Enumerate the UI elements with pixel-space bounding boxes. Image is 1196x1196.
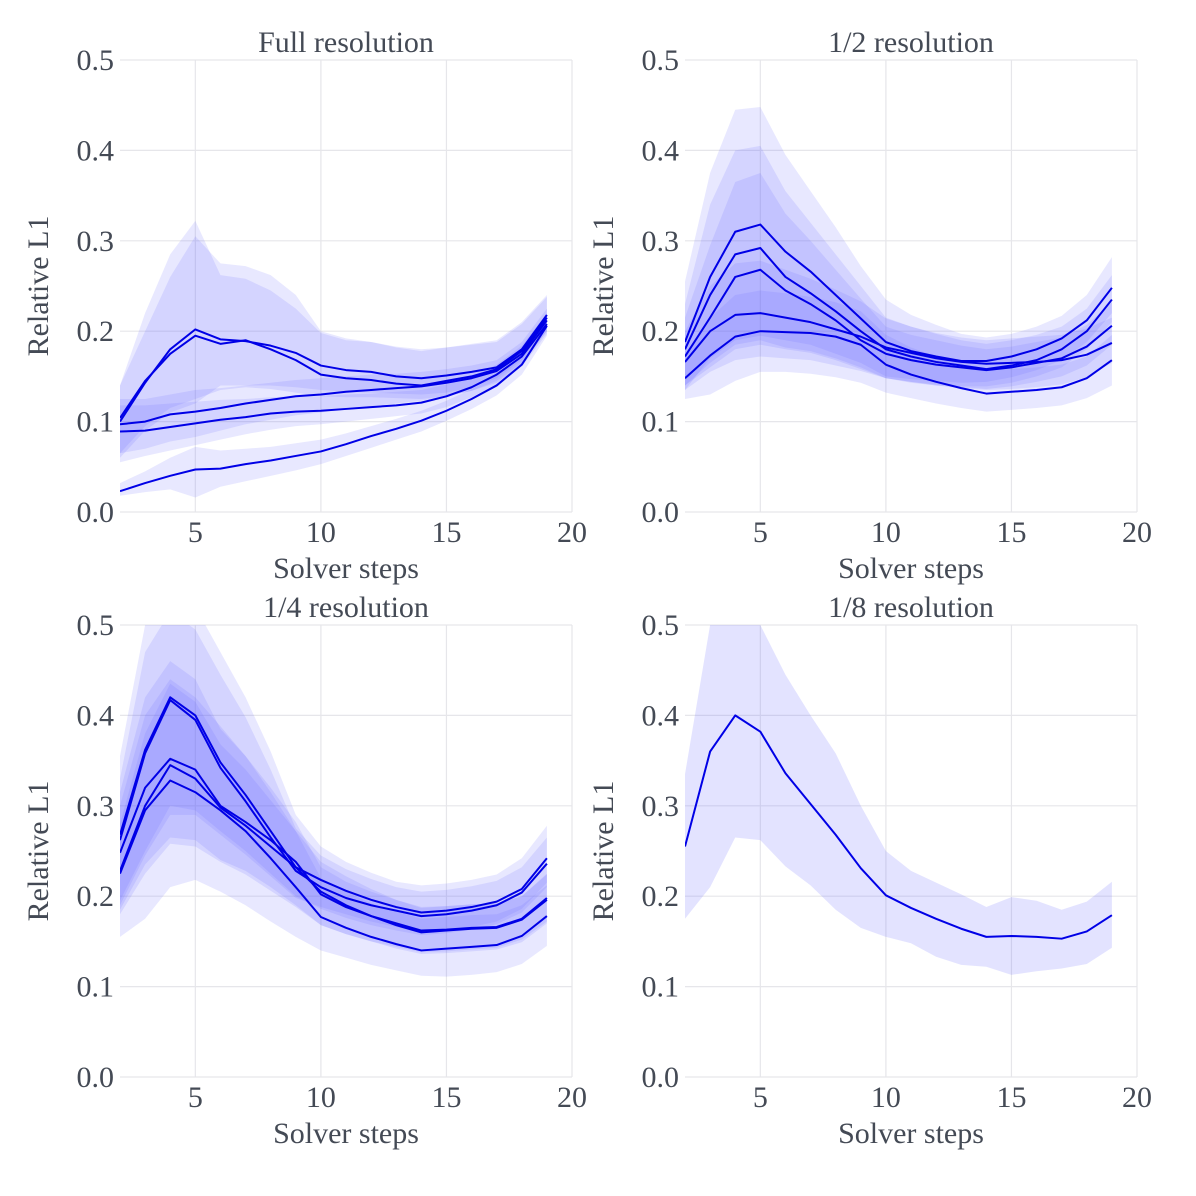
confidence-band — [120, 679, 547, 977]
series-line — [120, 779, 548, 952]
confidence-band — [685, 625, 1112, 975]
series-line — [685, 247, 1113, 371]
subplot-title: Full resolution — [258, 26, 434, 59]
tick-labels: 5 10 15 20 0.0 0.1 0.2 0.3 0.4 0.5 — [642, 44, 1153, 549]
y-tick-label: 0.2 — [642, 880, 680, 913]
confidence-band — [685, 173, 1112, 390]
series-line — [120, 696, 548, 914]
series-line — [685, 223, 1113, 363]
x-axis-label: Solver steps — [273, 552, 419, 585]
y-tick-label: 0.5 — [642, 44, 680, 77]
y-tick-label: 0.1 — [77, 406, 115, 439]
grid — [120, 59, 573, 513]
y-tick-label: 0.3 — [77, 225, 115, 258]
series-line — [120, 323, 548, 433]
series-line — [685, 312, 1113, 365]
series-line — [685, 330, 1113, 395]
plot-area — [120, 625, 548, 977]
confidence-band — [120, 313, 547, 463]
y-tick-label: 0.1 — [642, 406, 680, 439]
x-tick-label: 20 — [1122, 1081, 1152, 1114]
confidence-band — [120, 220, 547, 458]
x-tick-label: 15 — [996, 1081, 1026, 1114]
series-line — [120, 699, 548, 918]
y-tick-label: 0.3 — [642, 225, 680, 258]
grid — [120, 624, 573, 1078]
y-axis-label: Relative L1 — [587, 781, 620, 922]
x-tick-label: 10 — [306, 1081, 336, 1114]
x-tick-label: 5 — [753, 1081, 768, 1114]
x-tick-label: 20 — [557, 1081, 587, 1114]
confidence-band — [685, 145, 1112, 387]
x-tick-label: 15 — [431, 516, 461, 549]
x-tick-label: 5 — [188, 516, 203, 549]
y-tick-label: 0.0 — [642, 1061, 680, 1094]
series-line — [120, 764, 548, 934]
plot-area — [685, 107, 1113, 412]
x-tick-label: 10 — [871, 1081, 901, 1114]
subplot-full-resolution: 5 10 15 20 0.0 0.1 0.2 0.3 0.4 0.5 Full resolution… — [22, 26, 587, 585]
confidence-band — [120, 315, 547, 498]
series-line — [120, 325, 548, 493]
x-tick-label: 5 — [753, 516, 768, 549]
y-tick-label: 0.5 — [77, 609, 115, 642]
y-tick-label: 0.2 — [77, 315, 115, 348]
y-axis-label: Relative L1 — [22, 216, 55, 357]
y-tick-label: 0.4 — [77, 134, 115, 167]
y-tick-label: 0.0 — [77, 1061, 115, 1094]
tick-labels: 5 10 15 20 0.0 0.1 0.2 0.3 0.4 0.5 — [642, 609, 1153, 1114]
y-tick-label: 0.3 — [77, 790, 115, 823]
confidence-band — [120, 625, 547, 933]
confidence-band — [120, 683, 547, 955]
y-tick-label: 0.0 — [77, 496, 115, 529]
series-line — [685, 714, 1113, 940]
confidence-band — [120, 236, 547, 454]
x-axis-label: Solver steps — [838, 1117, 984, 1150]
y-tick-label: 0.4 — [642, 699, 680, 732]
grid — [685, 59, 1138, 513]
y-tick-label: 0.2 — [77, 880, 115, 913]
subplot-half-resolution: 5 10 15 20 0.0 0.1 0.2 0.3 0.4 0.5 1/2 resolution S… — [587, 26, 1152, 585]
series-line — [120, 317, 548, 419]
confidence-band — [120, 308, 547, 454]
subplot-title: 1/2 resolution — [828, 26, 994, 59]
y-tick-label: 0.5 — [77, 44, 115, 77]
y-axis-label: Relative L1 — [22, 781, 55, 922]
plot-area — [120, 220, 548, 498]
confidence-band — [120, 625, 547, 936]
subplot-title: 1/8 resolution — [828, 591, 994, 624]
x-tick-label: 5 — [188, 1081, 203, 1114]
tick-labels: 5 10 15 20 0.0 0.1 0.2 0.3 0.4 0.5 — [77, 44, 588, 549]
tick-labels: 5 10 15 20 0.0 0.1 0.2 0.3 0.4 0.5 — [77, 609, 588, 1114]
series-line — [120, 319, 548, 426]
y-tick-label: 0.1 — [642, 971, 680, 1004]
y-axis-label: Relative L1 — [587, 216, 620, 357]
x-tick-label: 15 — [996, 516, 1026, 549]
y-tick-label: 0.3 — [642, 790, 680, 823]
x-tick-label: 15 — [431, 1081, 461, 1114]
subplot-title: 1/4 resolution — [263, 591, 429, 624]
grid — [685, 624, 1138, 1078]
x-tick-label: 20 — [557, 516, 587, 549]
y-tick-label: 0.4 — [642, 134, 680, 167]
y-tick-label: 0.4 — [77, 699, 115, 732]
series-line — [120, 314, 548, 423]
y-tick-label: 0.2 — [642, 315, 680, 348]
plot-area — [685, 625, 1113, 975]
x-axis-label: Solver steps — [273, 1117, 419, 1150]
y-tick-label: 0.1 — [77, 971, 115, 1004]
subplot-quarter-resolution: 5 10 15 20 0.0 0.1 0.2 0.3 0.4 0.5 1/4 resolution S… — [22, 591, 588, 1150]
y-tick-label: 0.0 — [642, 496, 680, 529]
confidence-band — [120, 661, 547, 953]
y-tick-label: 0.5 — [642, 609, 680, 642]
x-tick-label: 20 — [1122, 516, 1152, 549]
subplot-eighth-resolution: 5 10 15 20 0.0 0.1 0.2 0.3 0.4 0.5 1/8 resolution S… — [587, 591, 1153, 1150]
x-axis-label: Solver steps — [838, 552, 984, 585]
x-tick-label: 10 — [871, 516, 901, 549]
x-tick-label: 10 — [306, 516, 336, 549]
